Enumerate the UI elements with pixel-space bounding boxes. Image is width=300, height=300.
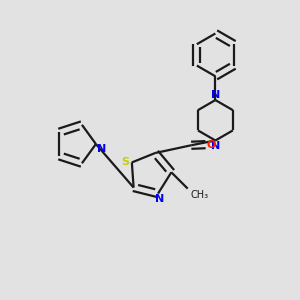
Text: CH₃: CH₃ xyxy=(190,190,208,200)
Text: N: N xyxy=(97,144,106,154)
Text: O: O xyxy=(206,140,215,150)
Text: N: N xyxy=(211,90,220,100)
Text: N: N xyxy=(155,194,164,204)
Text: S: S xyxy=(121,157,129,167)
Text: N: N xyxy=(211,141,220,151)
